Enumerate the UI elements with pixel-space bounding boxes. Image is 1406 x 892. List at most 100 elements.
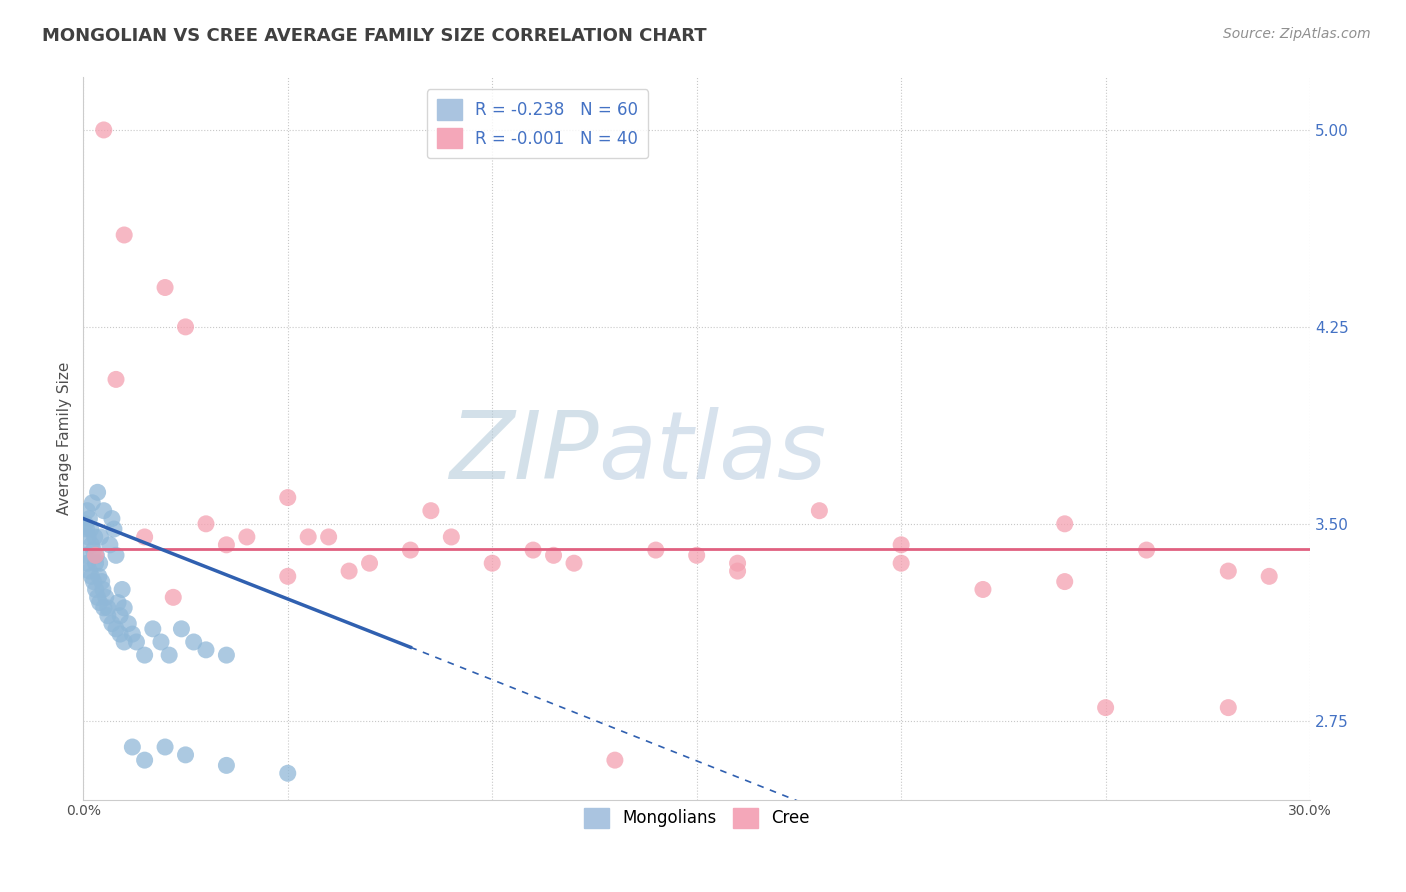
Y-axis label: Average Family Size: Average Family Size (58, 362, 72, 516)
Point (359, 556, 381, 570)
Point (318, 530, 340, 544)
Point (80, 569, 103, 583)
Point (105, 622, 128, 636)
Point (111, 582, 134, 597)
Point (808, 504, 831, 518)
Point (337, 564, 360, 578)
Point (481, 556, 503, 570)
Legend: Mongolians, Cree: Mongolians, Cree (576, 801, 817, 835)
Point (83, 543, 105, 558)
Point (1218, 700, 1240, 714)
Point (84, 556, 107, 570)
Point (108, 627, 131, 641)
Point (76, 504, 98, 518)
Point (83, 574, 105, 589)
Point (543, 549, 565, 563)
Point (93, 504, 115, 518)
Point (75, 516, 97, 531)
Point (94, 591, 117, 605)
Point (91, 582, 114, 597)
Point (105, 372, 128, 386)
Point (150, 635, 173, 649)
Point (98, 538, 121, 552)
Point (108, 608, 131, 623)
Point (79, 564, 101, 578)
Point (603, 753, 626, 767)
Point (80, 538, 103, 552)
Point (90, 574, 112, 589)
Point (107, 596, 129, 610)
Point (890, 556, 912, 570)
Point (194, 643, 217, 657)
Point (215, 758, 238, 772)
Point (79, 511, 101, 525)
Point (153, 739, 176, 754)
Point (125, 635, 148, 649)
Point (277, 491, 299, 505)
Point (112, 227, 135, 242)
Point (82, 496, 104, 510)
Point (1258, 569, 1281, 583)
Point (75, 549, 97, 563)
Point (89, 556, 111, 570)
Point (101, 616, 124, 631)
Point (105, 549, 128, 563)
Point (440, 530, 463, 544)
Point (86, 591, 108, 605)
Text: atlas: atlas (599, 408, 827, 499)
Point (1053, 574, 1076, 589)
Point (644, 543, 666, 558)
Point (890, 538, 912, 552)
Point (112, 600, 135, 615)
Point (87, 569, 110, 583)
Point (89, 596, 111, 610)
Point (76, 556, 98, 570)
Point (1053, 516, 1076, 531)
Point (174, 319, 197, 334)
Point (419, 504, 441, 518)
Point (134, 530, 156, 544)
Point (236, 530, 259, 544)
Point (79, 522, 101, 536)
Point (686, 549, 709, 563)
Point (103, 522, 125, 536)
Point (399, 543, 422, 558)
Point (215, 648, 238, 662)
Point (277, 766, 299, 780)
Point (93, 600, 115, 615)
Point (162, 591, 184, 605)
Point (174, 747, 197, 762)
Point (297, 530, 319, 544)
Point (101, 511, 124, 525)
Point (89, 530, 111, 544)
Point (117, 616, 139, 631)
Point (170, 622, 193, 636)
Point (194, 516, 217, 531)
Text: ZIP: ZIP (449, 408, 599, 499)
Point (153, 280, 176, 294)
Text: Source: ZipAtlas.com: Source: ZipAtlas.com (1223, 27, 1371, 41)
Point (84, 582, 107, 597)
Point (83, 530, 105, 544)
Point (1135, 543, 1157, 558)
Point (277, 569, 299, 583)
Point (215, 538, 238, 552)
Point (183, 635, 205, 649)
Point (86, 549, 108, 563)
Point (97, 608, 120, 623)
Point (142, 622, 165, 636)
Point (86, 485, 108, 500)
Point (157, 648, 180, 662)
Point (727, 556, 749, 570)
Point (77, 530, 100, 544)
Point (84, 549, 107, 563)
Text: MONGOLIAN VS CREE AVERAGE FAMILY SIZE CORRELATION CHART: MONGOLIAN VS CREE AVERAGE FAMILY SIZE CO… (42, 27, 707, 45)
Point (522, 543, 544, 558)
Point (562, 556, 585, 570)
Point (121, 627, 143, 641)
Point (134, 648, 156, 662)
Point (97, 600, 120, 615)
Point (1218, 564, 1240, 578)
Point (972, 582, 994, 597)
Point (93, 123, 115, 137)
